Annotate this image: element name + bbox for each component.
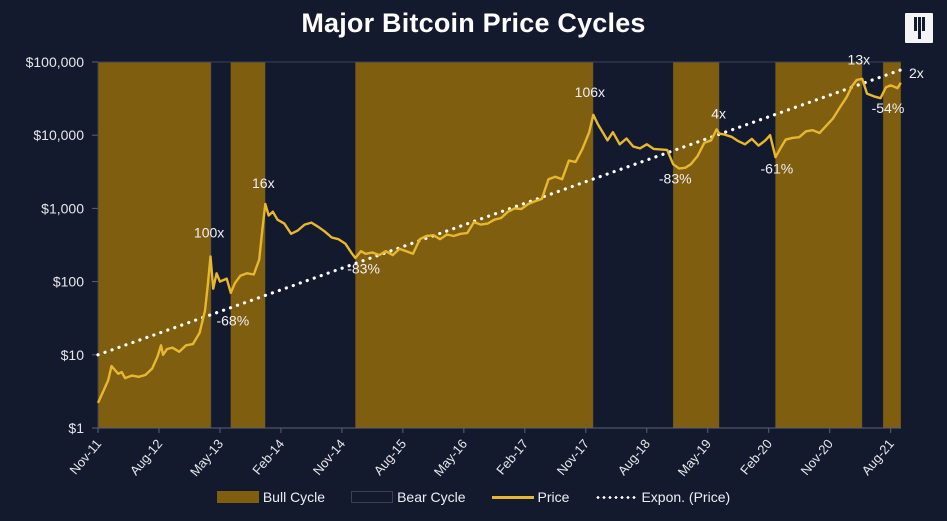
logo-bar [914, 17, 917, 31]
cycle-annotation: 13x [848, 52, 871, 68]
price-series-line [96, 77, 902, 404]
y-tick-label: $10,000 [33, 127, 84, 143]
chart-title: Major Bitcoin Price Cycles [301, 8, 646, 38]
annotations: 100x -68% 16x -83% 106x -83% 4x -61% 13x 2x -54% [194, 52, 924, 329]
cycle-annotation: 2x [909, 65, 924, 81]
dotted-line-swatch-icon [595, 495, 638, 499]
legend-item-expo: Expon. (Price) [595, 489, 730, 505]
y-tick-label: $100 [53, 274, 84, 290]
x-tick-label: Nov-11 [66, 436, 104, 477]
y-tick-label: $1,000 [41, 200, 84, 216]
x-tick-label: Aug-21 [859, 436, 897, 478]
bear-cycle-band [718, 61, 776, 429]
bear-swatch-icon [351, 491, 394, 503]
y-tick-label: $10 [61, 347, 85, 363]
bull-swatch-icon [216, 491, 259, 503]
cycle-annotation: 16x [252, 175, 275, 191]
bull-cycle-band [883, 62, 901, 428]
x-tick-label: Feb-17 [493, 436, 531, 477]
bear-cycle-band [861, 61, 884, 429]
legend-item-bull: Bull Cycle [216, 489, 326, 505]
x-tick-label: Nov-17 [554, 436, 592, 478]
x-tick-label: Aug-18 [615, 436, 653, 478]
cycle-annotation: -68% [216, 313, 249, 329]
trend-line [96, 68, 903, 357]
bull-cycle-band [775, 62, 863, 428]
cycle-annotation: 4x [711, 105, 726, 121]
x-tick-label: Nov-20 [798, 436, 836, 478]
x-tick-label: Aug-12 [127, 436, 165, 478]
cycle-annotation: -83% [659, 170, 692, 186]
x-tick-label: May-13 [187, 436, 226, 479]
logo-bar [922, 17, 925, 31]
x-tick-label: Nov-14 [310, 436, 348, 478]
exponential-trend-line [96, 68, 903, 357]
x-tick-label: Feb-14 [249, 436, 287, 477]
x-tick-label: Aug-15 [371, 436, 409, 478]
y-tick-label: $1 [68, 420, 84, 436]
legend: Bull Cycle Bear Cycle Price Expon. (Pric… [0, 489, 947, 505]
x-tick-label: May-19 [675, 436, 714, 479]
bull-cycle-band [673, 62, 720, 428]
bear-cycle-band [210, 61, 232, 429]
bull-cycle-band [355, 62, 594, 428]
bear-cycle-band [592, 61, 674, 429]
legend-label: Price [537, 489, 570, 505]
y-tick-label: $100,000 [26, 54, 85, 70]
cycle-annotation: -54% [872, 100, 905, 116]
cycle-annotation: -83% [347, 260, 380, 276]
legend-label: Expon. (Price) [641, 489, 731, 505]
cycle-annotation: 100x [194, 225, 224, 241]
cycle-annotation: 106x [575, 84, 605, 100]
x-tick-label: May-16 [431, 436, 470, 479]
price-line-swatch-icon [491, 495, 534, 499]
price-line [96, 77, 902, 404]
legend-label: Bull Cycle [262, 489, 326, 505]
legend-item-bear: Bear Cycle [351, 489, 466, 505]
bear-cycle-band [265, 61, 356, 429]
legend-item-price: Price [491, 489, 570, 505]
bull-cycle-band [98, 62, 212, 428]
logo-bar [918, 17, 921, 39]
cycle-bands [98, 61, 901, 429]
cycle-annotation: -61% [761, 160, 794, 176]
legend-label: Bear Cycle [397, 489, 466, 505]
x-tick-label: Feb-20 [737, 436, 775, 477]
pantera-logo-icon [905, 13, 933, 43]
